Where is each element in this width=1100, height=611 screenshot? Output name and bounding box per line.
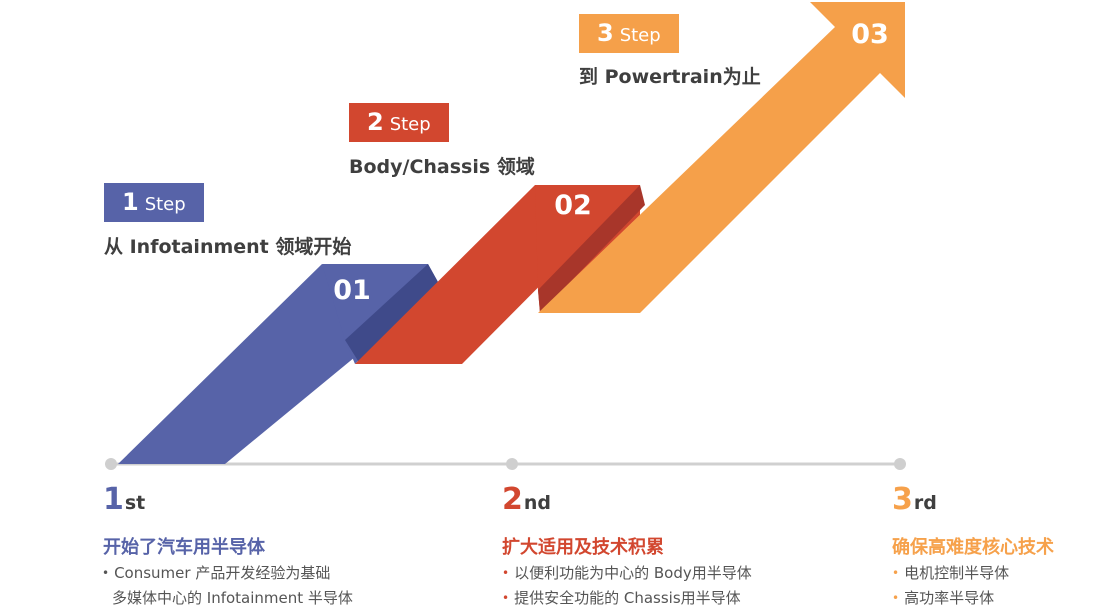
bullet-text: 提供安全功能的 Chassis用半导体 [514, 589, 741, 607]
stage-2-ordinal: 2 nd [502, 482, 551, 517]
stage-3-bullets: • 电机控制半导体 • 高功率半导体 [892, 561, 1009, 611]
ordinal-suffix: st [124, 492, 146, 514]
ordinal-number: 2 [502, 482, 523, 517]
bullet-dot: • [892, 566, 900, 580]
bullet-text: 高功率半导体 [904, 589, 995, 607]
stage-1-ordinal: 1 st [103, 482, 145, 517]
bullet-dot: • [102, 566, 110, 580]
bullet-text: 多媒体中心的 Infotainment 半导体 [112, 589, 353, 607]
step-box-3: 3 Step [579, 14, 679, 53]
step-number: 1 [122, 188, 139, 216]
step-1-description: 从 Infotainment 领域开始 [104, 236, 352, 258]
list-item: • Consumer 产品开发经验为基础 [102, 561, 353, 586]
arrow-segment-3 [538, 2, 905, 313]
list-item: • 高功率半导体 [892, 586, 1009, 611]
step-number: 3 [597, 19, 614, 47]
step-number: 2 [367, 108, 384, 136]
list-item: • 提供安全功能的 Chassis用半导体 [502, 586, 752, 611]
step-2-description: Body/Chassis 领域 [349, 156, 535, 178]
bullet-dot: • [502, 591, 510, 605]
step-box-2: 2 Step [349, 103, 449, 142]
timeline-dot-2 [506, 458, 518, 470]
list-item: • 电机控制半导体 [892, 561, 1009, 586]
list-item: 多媒体中心的 Infotainment 半导体 [102, 586, 353, 610]
stage-2-bullets: • 以便利功能为中心的 Body用半导体 • 提供安全功能的 Chassis用半导体 [502, 561, 752, 611]
arrow-segment-2-fold [538, 185, 645, 313]
ordinal-number: 3 [892, 482, 913, 517]
bullet-dot: • [502, 566, 510, 580]
stage-3-ordinal: 3 rd [892, 482, 937, 517]
timeline-dot-3 [894, 458, 906, 470]
list-item: • 以便利功能为中心的 Body用半导体 [502, 561, 752, 586]
bullet-dot: • [892, 591, 900, 605]
ordinal-suffix: nd [523, 492, 552, 514]
badge-01: 01 [333, 275, 371, 306]
step-3-description: 到 Powertrain为止 [579, 66, 761, 88]
stage-1-heading: 开始了汽车用半导体 [103, 537, 265, 558]
ordinal-suffix: rd [913, 492, 937, 514]
badge-03: 03 [851, 19, 889, 50]
step-word: Step [619, 25, 661, 46]
bullet-text: 以便利功能为中心的 Body用半导体 [514, 564, 752, 582]
stage-1-bullets: • Consumer 产品开发经验为基础 多媒体中心的 Infotainment … [102, 561, 353, 610]
stage-2-heading: 扩大适用及技术积累 [502, 537, 664, 558]
bullet-text: Consumer 产品开发经验为基础 [114, 564, 331, 582]
timeline-dot-1 [105, 458, 117, 470]
arrow-segment-1 [118, 264, 355, 464]
step-word: Step [144, 194, 186, 215]
ordinal-number: 1 [103, 482, 124, 517]
step-box-1: 1 Step [104, 183, 204, 222]
bullet-text: 电机控制半导体 [904, 564, 1010, 582]
badge-02: 02 [554, 190, 592, 221]
arrow-segment-1-fold [345, 264, 438, 364]
step-word: Step [389, 114, 431, 135]
stage-3-heading: 确保高难度核心技术 [892, 537, 1054, 558]
